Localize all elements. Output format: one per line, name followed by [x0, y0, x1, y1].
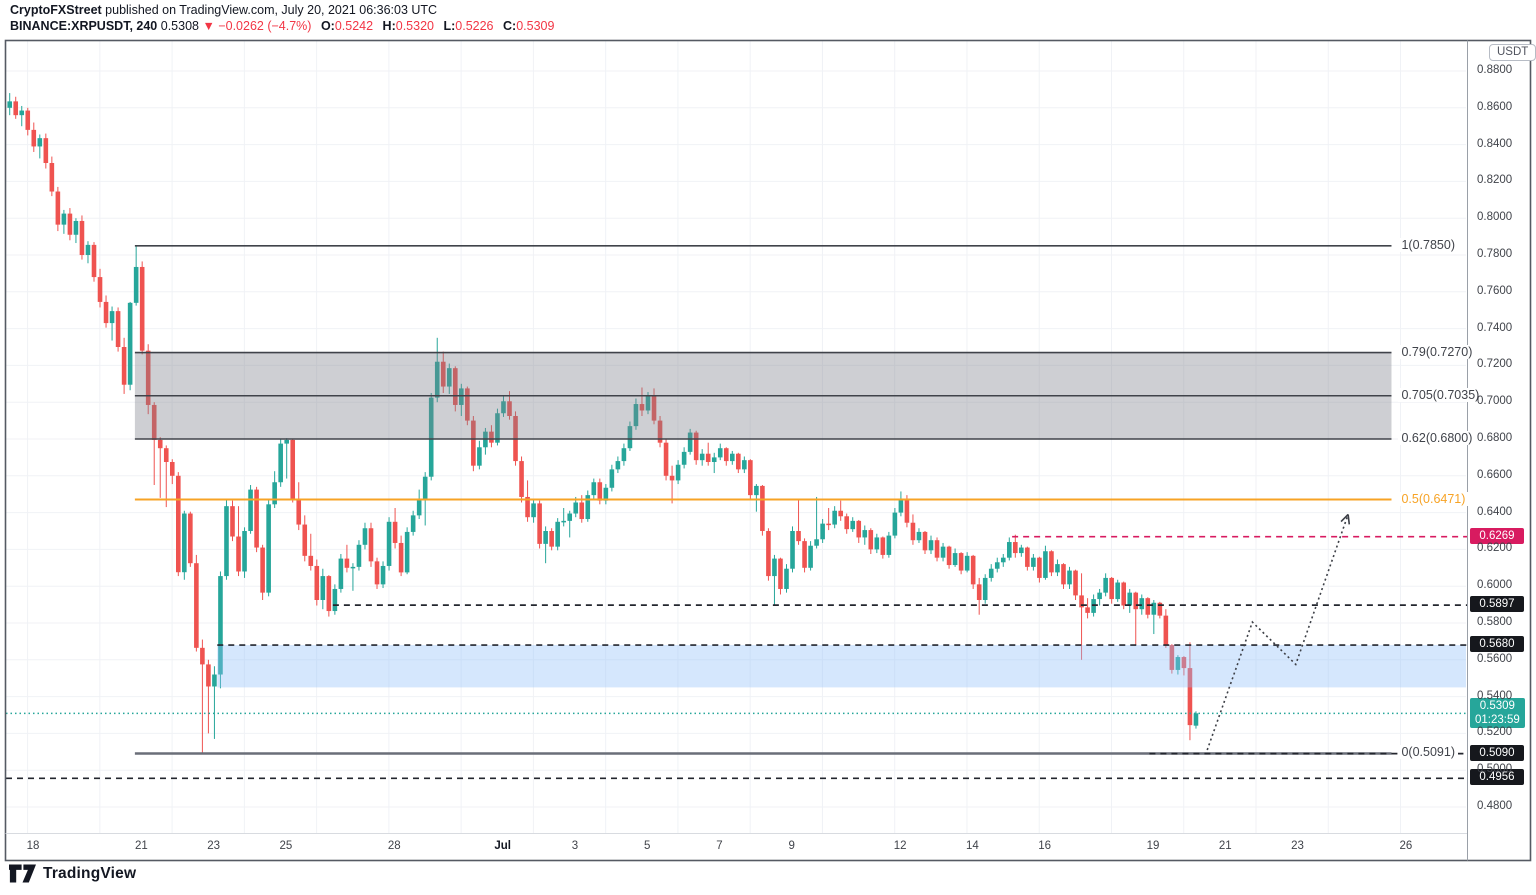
forecast-arrow — [1206, 513, 1351, 751]
tradingview-logo-icon — [9, 864, 36, 883]
close-label: C: — [503, 19, 517, 33]
open-label: O: — [320, 19, 335, 33]
low-value: 0.5226 — [455, 19, 494, 33]
currency-badge: USDT — [1489, 44, 1536, 61]
attribution-line: CryptoFXStreet published on TradingView.… — [10, 3, 437, 17]
low-label: L: — [443, 19, 456, 33]
open-value: 0.5242 — [334, 19, 374, 33]
candles-series — [7, 93, 1199, 754]
price-change: −0.0262 (−4.7%) — [218, 19, 312, 33]
grid — [6, 41, 1466, 833]
tradingview-logo-text: TradingView — [43, 864, 137, 882]
author-name: CryptoFXStreet — [10, 3, 102, 17]
down-arrow-icon: ▼ — [202, 19, 215, 33]
fib-retracement — [134, 245, 1392, 755]
close-value: 0.5309 — [516, 19, 555, 33]
tradingview-logo[interactable]: TradingView — [9, 864, 136, 883]
chart-frame-border — [4, 39, 1532, 862]
high-label: H: — [382, 19, 396, 33]
demand-zone — [217, 645, 1467, 688]
symbol-interval: BINANCE:XRPUSDT, 240 — [10, 19, 158, 33]
attribution-text: published on TradingView.com, July 20, 2… — [101, 3, 438, 17]
high-value: 0.5320 — [395, 19, 434, 33]
zones — [134, 352, 1467, 688]
symbol-info-line: BINANCE:XRPUSDT, 240 0.5308 ▼ −0.0262 (−… — [10, 19, 554, 33]
last-price: 0.5308 — [160, 19, 199, 33]
